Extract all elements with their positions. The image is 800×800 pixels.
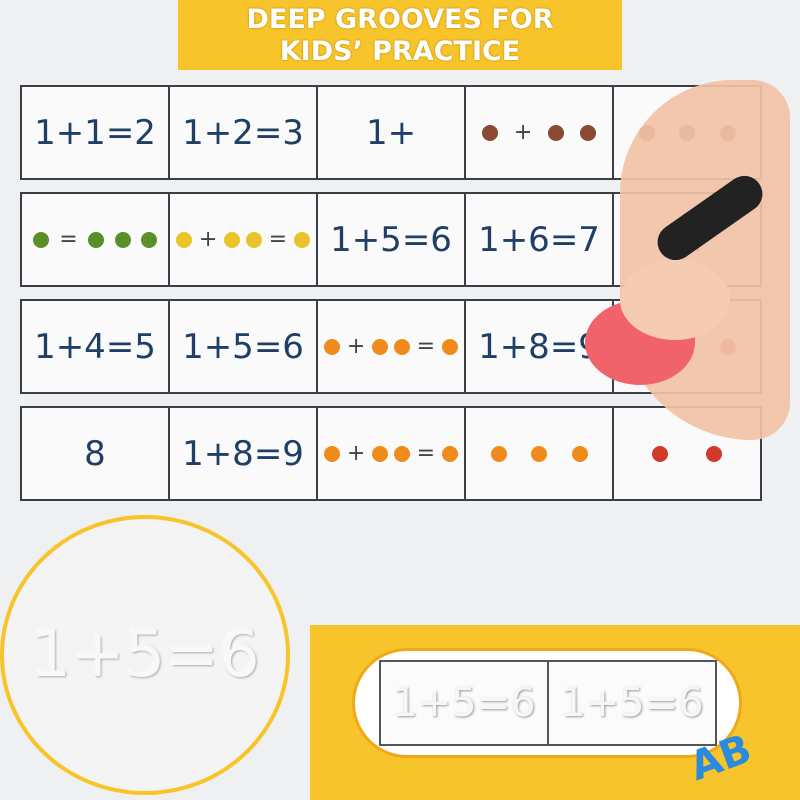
fruit-cell: = bbox=[20, 192, 170, 287]
equation-cell: 1+6=7 bbox=[464, 192, 614, 287]
fruit-cell: + = bbox=[168, 192, 318, 287]
worksheet-row: 1+1=2 1+2=3 1+ + bbox=[20, 85, 780, 180]
fruit-cell bbox=[464, 406, 614, 501]
equation-cell: 1+5=6 bbox=[316, 192, 466, 287]
fruit-cell: + = bbox=[316, 299, 466, 394]
groove-box: 1+5=6 bbox=[379, 660, 549, 746]
magnifier-circle: 1+5=6 bbox=[0, 515, 290, 795]
headline-line-2: KIDS’ PRACTICE bbox=[279, 36, 521, 67]
fruit-cell: + bbox=[464, 85, 614, 180]
worksheet: 1+1=2 1+2=3 1+ + = += 1+5=6 1+6=7 1+ 1+4… bbox=[20, 85, 780, 513]
fruit-cell: + = bbox=[316, 406, 466, 501]
headline-banner: DEEP GROOVES FOR KIDS’ PRACTICE bbox=[178, 0, 622, 70]
groove-callout: 1+5=6 1+5=6 bbox=[352, 648, 742, 758]
headline-line-1: DEEP GROOVES FOR bbox=[246, 4, 554, 35]
worksheet-row: 8 1+8=9 + = bbox=[20, 406, 780, 501]
equation-cell: 1+4=5 bbox=[20, 299, 170, 394]
hand bbox=[620, 80, 790, 440]
magnified-equation: 1+5=6 bbox=[30, 618, 260, 692]
equation-cell: 1+1=2 bbox=[20, 85, 170, 180]
thumb bbox=[620, 260, 730, 340]
equation-cell: 1+5=6 bbox=[168, 299, 318, 394]
equation-cell: 1+8=9 bbox=[168, 406, 318, 501]
equation-cell: 1+ bbox=[316, 85, 466, 180]
equation-cell: 1+2=3 bbox=[168, 85, 318, 180]
groove-box: 1+5=6 bbox=[547, 660, 717, 746]
equation-cell: 8 bbox=[20, 406, 170, 501]
